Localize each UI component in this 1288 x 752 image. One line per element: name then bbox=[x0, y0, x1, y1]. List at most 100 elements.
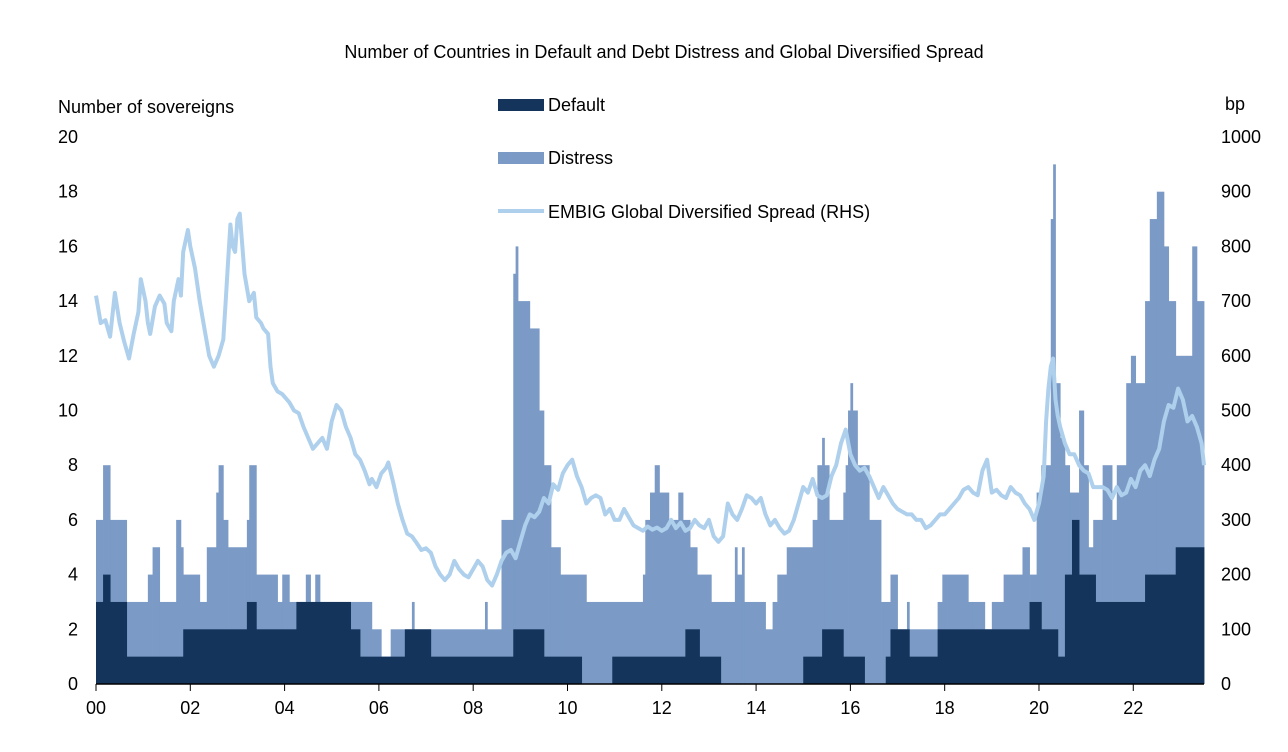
distress-bar bbox=[1053, 164, 1056, 685]
distress-bar bbox=[777, 574, 788, 684]
x-tick-label: 18 bbox=[935, 698, 955, 718]
legend-distress-label: Distress bbox=[548, 148, 613, 168]
y-right-tick-label: 900 bbox=[1221, 182, 1251, 202]
y-right-tick-label: 100 bbox=[1221, 619, 1251, 639]
default-bar bbox=[430, 656, 514, 684]
default-bar bbox=[685, 629, 700, 684]
distress-bar bbox=[147, 574, 153, 684]
distress-bar bbox=[1196, 301, 1205, 684]
default-bar bbox=[699, 656, 722, 684]
distress-bar bbox=[1041, 465, 1047, 684]
x-tick-label: 12 bbox=[652, 698, 672, 718]
x-tick-label: 06 bbox=[369, 698, 389, 718]
distress-bar bbox=[1187, 355, 1193, 684]
default-bar bbox=[843, 656, 865, 684]
distress-bar bbox=[845, 465, 849, 684]
spread-series bbox=[94, 211, 1206, 588]
distress-bar bbox=[824, 465, 830, 684]
distress-bar bbox=[176, 519, 182, 684]
default-bar bbox=[103, 574, 111, 684]
distress-bar bbox=[1163, 246, 1170, 684]
default-bar bbox=[126, 656, 184, 684]
legend: Default Distress EMBIG Global Diversifie… bbox=[498, 95, 870, 222]
y-left-tick-label: 0 bbox=[68, 674, 78, 694]
legend-default-label: Default bbox=[548, 95, 605, 115]
y-left-tick-label: 14 bbox=[58, 291, 78, 311]
distress-bar bbox=[690, 547, 698, 684]
distress-bar bbox=[1060, 437, 1066, 684]
distress-bar bbox=[869, 519, 882, 684]
default-bar bbox=[246, 601, 257, 684]
distress-bar bbox=[848, 410, 851, 684]
distress-bar bbox=[1145, 301, 1151, 684]
legend-spread-label: EMBIG Global Diversified Spread (RHS) bbox=[548, 202, 870, 222]
distress-bar bbox=[1079, 410, 1085, 684]
distress-bar bbox=[515, 246, 519, 684]
y-left-tick-label: 2 bbox=[68, 619, 78, 639]
default-bar bbox=[822, 629, 844, 684]
y-right-tick-label: 500 bbox=[1221, 401, 1251, 421]
distress-bar bbox=[1116, 465, 1127, 684]
y-right-tick-label: 0 bbox=[1221, 674, 1231, 694]
distress-bar bbox=[678, 492, 684, 684]
distress-bar bbox=[152, 547, 161, 684]
y-right-tick-label: 300 bbox=[1221, 510, 1251, 530]
distress-bar bbox=[812, 519, 818, 684]
distress-bar bbox=[206, 547, 217, 684]
distress-bar bbox=[852, 410, 858, 684]
y-left-tick-label: 10 bbox=[58, 401, 78, 421]
default-bar bbox=[1057, 656, 1066, 684]
y-axis-left-label: Number of sovereigns bbox=[58, 97, 234, 117]
distress-bar bbox=[1055, 383, 1061, 684]
distress-bar bbox=[772, 601, 778, 684]
distress-bar bbox=[513, 273, 517, 684]
x-tick-label: 08 bbox=[463, 698, 483, 718]
y-left-tick-label: 20 bbox=[58, 127, 78, 147]
distress-bar bbox=[683, 519, 691, 684]
default-bar bbox=[110, 601, 128, 684]
y-left-tick-label: 12 bbox=[58, 346, 78, 366]
distress-bar bbox=[1022, 547, 1030, 684]
distress-bar bbox=[249, 465, 257, 684]
distress-bar bbox=[529, 328, 540, 684]
default-bar bbox=[885, 656, 891, 684]
y-right-tick-label: 700 bbox=[1221, 291, 1251, 311]
default-bar bbox=[404, 629, 432, 684]
default-bar bbox=[909, 656, 939, 684]
y-left-tick-label: 8 bbox=[68, 455, 78, 475]
default-bar bbox=[256, 629, 297, 684]
y-right-tick-label: 400 bbox=[1221, 455, 1251, 475]
legend-distress-swatch bbox=[498, 152, 544, 164]
distress-bar bbox=[1036, 492, 1042, 684]
distress-bar bbox=[501, 519, 514, 684]
distress-bar bbox=[218, 465, 224, 684]
distress-bar bbox=[843, 492, 847, 684]
distress-bar bbox=[543, 465, 552, 684]
x-tick-label: 04 bbox=[275, 698, 295, 718]
distress-bar bbox=[1102, 465, 1113, 684]
default-bar bbox=[612, 656, 686, 684]
distress-bar bbox=[1168, 301, 1177, 684]
distress-bar bbox=[1192, 246, 1198, 684]
default-bar bbox=[803, 656, 823, 684]
distress-bar bbox=[216, 492, 219, 684]
y-right-tick-label: 800 bbox=[1221, 236, 1251, 256]
default-bar bbox=[1079, 574, 1096, 684]
default-bar bbox=[937, 629, 1030, 684]
default-bar bbox=[513, 629, 545, 684]
default-bar bbox=[96, 601, 104, 684]
default-bar bbox=[1175, 547, 1205, 684]
y-left-tick-label: 6 bbox=[68, 510, 78, 530]
default-bar bbox=[543, 656, 583, 684]
y-axis-right-label: bp bbox=[1225, 94, 1245, 114]
default-bar bbox=[1145, 574, 1177, 684]
distress-bar bbox=[484, 601, 488, 684]
x-tick-label: 20 bbox=[1029, 698, 1049, 718]
distress-bar bbox=[1130, 355, 1137, 684]
distress-bar bbox=[668, 519, 679, 684]
default-bar bbox=[1064, 574, 1073, 684]
distress-bar bbox=[734, 547, 738, 684]
default-bar bbox=[296, 601, 352, 684]
distress-bar bbox=[741, 547, 745, 684]
